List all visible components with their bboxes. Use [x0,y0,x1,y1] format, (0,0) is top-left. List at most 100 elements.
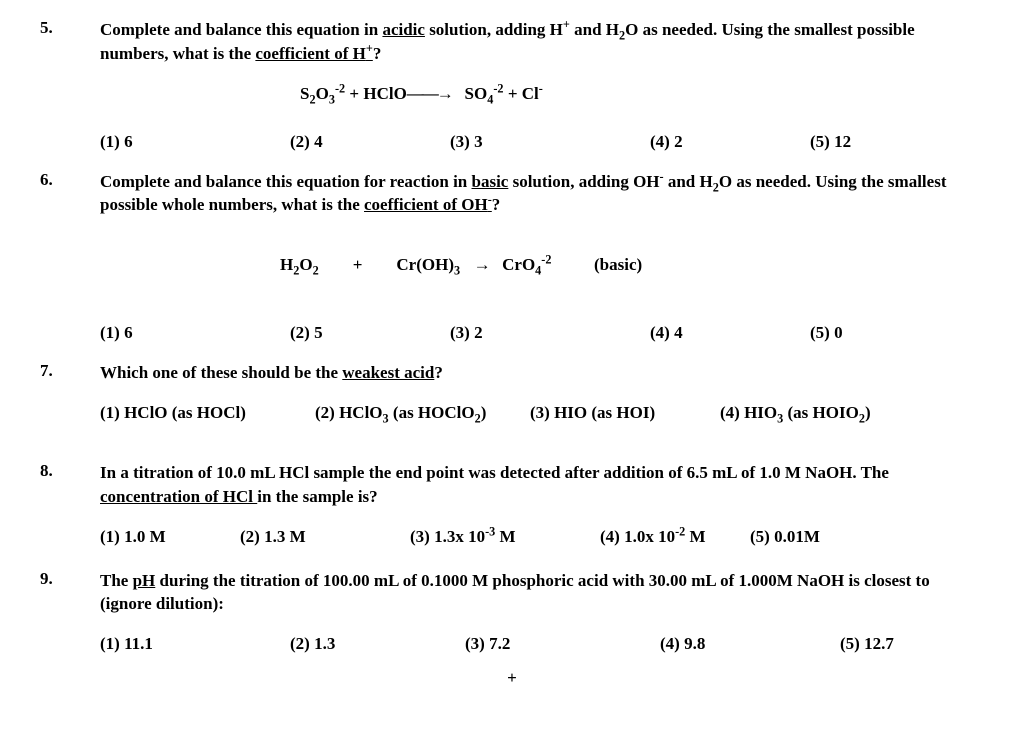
question-number: 5. [40,18,100,122]
arrow-icon: → [460,255,502,275]
choice-5[interactable]: (5) 12.7 [840,634,960,654]
question-prompt: Which one of these should be the weakest… [100,361,984,385]
charge: -2 [493,81,503,95]
choice-num: (1) [100,527,124,546]
text: Complete and balance this equation in [100,20,382,39]
choice-num: (4) [720,403,744,422]
underline-word: weakest acid [342,363,434,382]
choice-1[interactable]: (1) 6 [100,132,290,152]
answer-choices: (1) 6 (2) 4 (3) 3 (4) 2 (5) 12 [40,132,984,152]
choice-text: (as HOIO [783,403,859,422]
note: (basic) [552,255,643,274]
choice-1[interactable]: (1) HClO (as HOCl) [100,403,315,423]
choice-4[interactable]: (4) HIO3 (as HOIO2) [720,403,920,423]
choice-2[interactable]: (2) 4 [290,132,450,152]
exam-page: 5. Complete and balance this equation in… [0,18,1024,708]
choice-text: ) [481,403,487,422]
superscript: + [366,41,373,55]
choice-4[interactable]: (4) 9.8 [660,634,840,654]
answer-choices: (1) HClO (as HOCl) (2) HClO3 (as HOClO2)… [100,403,984,423]
text: ? [492,195,501,214]
question-9: 9. The pH during the titration of 100.00… [40,569,984,659]
question-number: 9. [40,569,100,659]
species: CrO [502,255,535,274]
text: solution, adding H [425,20,563,39]
choice-2[interactable]: (2) 1.3 [290,634,465,654]
text: In a titration of 10.0 mL HCl sample the… [100,463,889,482]
choice-1[interactable]: (1) 1.0 M [100,527,240,547]
choice-text: 1.3x 10 [434,527,485,546]
underline-word: acidic [382,20,425,39]
choice-2[interactable]: (2) 5 [290,323,450,343]
underline-word: basic [472,172,509,191]
choice-4[interactable]: (4) 1.0x 10-2 M [600,527,750,547]
choice-text: 1.3 M [264,527,306,546]
choice-num: (2) [240,527,264,546]
choice-2[interactable]: (2) HClO3 (as HOClO2) [315,403,530,423]
choice-1[interactable]: (1) 11.1 [100,634,290,654]
question-5: 5. Complete and balance this equation in… [40,18,984,122]
text: ? [434,363,443,382]
choice-num: (3) [530,403,554,422]
text: The [100,571,133,590]
choice-3[interactable]: (3) 1.3x 10-3 M [410,527,600,547]
choice-text: HClO [339,403,382,422]
arrow-icon: ——→ [407,84,452,104]
species: Cr(OH) [396,255,454,274]
question-8: 8. In a titration of 10.0 mL HCl sample … [40,461,984,551]
question-7: 7. Which one of these should be the weak… [40,361,984,427]
text: ? [373,44,382,63]
choice-3[interactable]: (3) 7.2 [465,634,660,654]
question-number: 8. [40,461,100,551]
underline-word: coefficient of H+ [255,44,372,63]
choice-5[interactable]: (5) 0 [810,323,930,343]
trailing-glyph: + [40,668,984,688]
charge: -2 [541,253,551,267]
choice-4[interactable]: (4) 2 [650,132,810,152]
choice-num: (2) [315,403,339,422]
question-body: Which one of these should be the weakest… [100,361,984,427]
question-body: In a titration of 10.0 mL HCl sample the… [100,461,984,551]
choice-3[interactable]: (3) 3 [450,132,650,152]
choice-text: 1.0 M [124,527,166,546]
chemical-equation: S2O3-2 + HClO ——→ SO4-2 + Cl- [100,84,984,104]
choice-4[interactable]: (4) 4 [650,323,810,343]
plus: + [504,84,522,103]
underline-word: coefficient of OH- [364,195,492,214]
charge: - [539,81,543,95]
question-prompt: Complete and balance this equation for r… [100,170,984,218]
question-body: Complete and balance this equation for r… [100,170,984,314]
choice-text: 1.0x 10 [624,527,675,546]
choice-text: M [685,527,705,546]
choice-3[interactable]: (3) HIO (as HOI) [530,403,720,423]
choice-1[interactable]: (1) 6 [100,323,290,343]
chemical-equation: H2O2 + Cr(OH)3 → CrO4-2 (basic) [100,235,984,295]
superscript: -2 [675,524,685,538]
text: in the sample is? [257,487,377,506]
choice-text: 0.01M [774,527,820,546]
choice-5[interactable]: (5) 12 [810,132,930,152]
species: Cl [522,84,539,103]
choice-num: (1) [100,403,124,422]
choice-text: ) [865,403,871,422]
species: H [280,255,293,274]
superscript: + [563,17,570,31]
answer-choices: (1) 11.1 (2) 1.3 (3) 7.2 (4) 9.8 (5) 12.… [100,634,984,654]
choice-text: (as HOClO [389,403,475,422]
question-prompt: Complete and balance this equation in ac… [100,18,984,66]
text: coefficient of OH [364,195,488,214]
choice-2[interactable]: (2) 1.3 M [240,527,410,547]
choice-5[interactable]: (5) 0.01M [750,527,870,547]
choice-text: HIO [744,403,777,422]
answer-choices: (1) 6 (2) 5 (3) 2 (4) 4 (5) 0 [40,323,984,343]
species: HClO [363,84,406,103]
text: solution, adding OH [508,172,659,191]
superscript: -3 [485,524,495,538]
text: during the titration of 100.00 mL of 0.1… [100,571,930,614]
choice-text: HIO (as HOI) [554,403,655,422]
choice-text: HClO (as HOCl) [124,403,246,422]
choice-3[interactable]: (3) 2 [450,323,650,343]
question-number: 6. [40,170,100,314]
species: O [299,255,312,274]
plus: + [319,255,397,274]
